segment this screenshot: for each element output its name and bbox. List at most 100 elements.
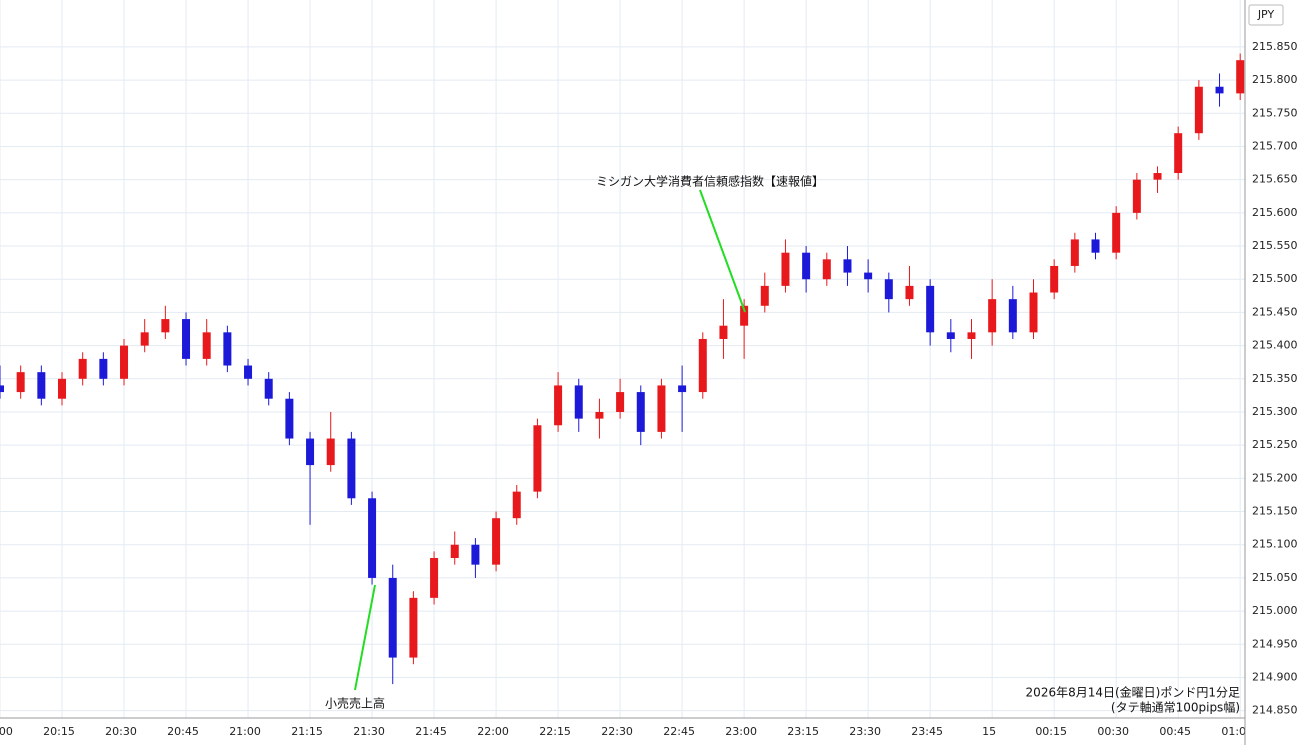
x-tick-label: 22:00 bbox=[477, 725, 509, 738]
candle-body bbox=[1091, 239, 1100, 253]
x-tick-label: 23:00 bbox=[725, 725, 757, 738]
y-tick-label: 215.600 bbox=[1252, 206, 1298, 219]
candle-body bbox=[905, 285, 914, 300]
y-tick-label: 215.350 bbox=[1252, 372, 1298, 385]
x-tick-label: 22:30 bbox=[601, 725, 633, 738]
x-tick-label: 00:15 bbox=[1035, 725, 1067, 738]
candle-body bbox=[946, 332, 955, 339]
x-tick-label: 21:00 bbox=[229, 725, 261, 738]
annotation: 小売売上高 bbox=[325, 696, 385, 711]
y-tick-label: 215.800 bbox=[1252, 73, 1298, 86]
x-tick-label: 00:45 bbox=[1159, 725, 1191, 738]
y-tick-label: 215.200 bbox=[1252, 471, 1298, 484]
candle-body bbox=[182, 319, 191, 359]
currency-label: JPY bbox=[1257, 8, 1275, 21]
candle-body bbox=[223, 332, 232, 366]
candle-body bbox=[1174, 133, 1183, 174]
y-tick-label: 215.300 bbox=[1252, 405, 1298, 418]
x-tick-label: 23:15 bbox=[787, 725, 819, 738]
candle-body bbox=[264, 378, 273, 399]
candle-body bbox=[161, 319, 170, 333]
candle-body bbox=[781, 252, 790, 286]
candle-body bbox=[99, 358, 108, 379]
candle-body bbox=[574, 385, 583, 419]
candle-body bbox=[1029, 292, 1038, 333]
x-tick-label: 23:45 bbox=[911, 725, 943, 738]
candle-body bbox=[471, 544, 480, 565]
x-tick-label: 00:30 bbox=[1097, 725, 1129, 738]
x-tick-label: 20:30 bbox=[105, 725, 137, 738]
annotation: ミシガン大学消費者信頼感指数【速報値】 bbox=[596, 174, 824, 189]
candle-body bbox=[58, 378, 67, 399]
candle-body bbox=[388, 577, 397, 658]
candle-body bbox=[78, 358, 87, 379]
x-tick-label: 01:00 bbox=[1221, 725, 1253, 738]
x-tick-label: 22:45 bbox=[663, 725, 695, 738]
y-tick-label: 215.450 bbox=[1252, 305, 1298, 318]
x-tick-label: 15 bbox=[982, 725, 996, 738]
candle-body bbox=[244, 365, 253, 379]
candle-body bbox=[636, 392, 645, 432]
candle-body bbox=[347, 438, 356, 499]
candle-body bbox=[760, 285, 769, 306]
x-tick-label: 23:30 bbox=[849, 725, 881, 738]
candle-body bbox=[740, 305, 749, 326]
candle-body bbox=[1215, 86, 1224, 94]
candle-body bbox=[678, 385, 687, 393]
candle-body bbox=[554, 385, 563, 426]
candle-body bbox=[492, 518, 501, 565]
candle-body bbox=[430, 558, 439, 598]
candle-body bbox=[1008, 299, 1017, 333]
x-tick-label: 21:45 bbox=[415, 725, 447, 738]
candle-body bbox=[1153, 173, 1162, 180]
candle-body bbox=[120, 345, 129, 379]
y-tick-label: 214.900 bbox=[1252, 670, 1298, 683]
x-tick-label: 20:00 bbox=[0, 725, 13, 738]
y-tick-label: 215.650 bbox=[1252, 173, 1298, 186]
y-tick-label: 215.550 bbox=[1252, 239, 1298, 252]
candle-body bbox=[16, 372, 25, 393]
candle-body bbox=[409, 597, 418, 658]
candle-body bbox=[533, 425, 542, 492]
candle-body bbox=[0, 385, 4, 393]
candle-body bbox=[843, 259, 852, 273]
y-tick-label: 215.050 bbox=[1252, 571, 1298, 584]
candle-body bbox=[512, 491, 521, 519]
chart-note: 2026年8月14日(金曜日)ポンド円1分足 bbox=[1026, 685, 1240, 700]
candle-body bbox=[450, 544, 459, 559]
y-tick-label: 215.150 bbox=[1252, 505, 1298, 518]
candle-body bbox=[967, 332, 976, 339]
candle-body bbox=[822, 259, 831, 280]
candle-body bbox=[306, 438, 315, 466]
candle-body bbox=[988, 299, 997, 333]
candle-body bbox=[326, 438, 335, 466]
chart-note: (タテ軸通常100pips幅) bbox=[1111, 700, 1240, 715]
x-tick-label: 20:15 bbox=[43, 725, 75, 738]
y-tick-label: 215.850 bbox=[1252, 40, 1298, 53]
x-tick-label: 20:45 bbox=[167, 725, 199, 738]
grid bbox=[0, 0, 1245, 718]
candle-body bbox=[140, 332, 149, 346]
y-tick-label: 215.400 bbox=[1252, 339, 1298, 352]
y-tick-label: 215.750 bbox=[1252, 106, 1298, 119]
candle-body bbox=[926, 285, 935, 333]
candles bbox=[0, 53, 1245, 685]
y-tick-label: 215.250 bbox=[1252, 438, 1298, 451]
candle-body bbox=[864, 272, 873, 280]
annotation-line bbox=[354, 584, 376, 691]
y-tick-label: 214.850 bbox=[1252, 704, 1298, 717]
annotation-line bbox=[699, 189, 746, 313]
candle-body bbox=[595, 411, 604, 419]
y-tick-label: 215.700 bbox=[1252, 139, 1298, 152]
candle-body bbox=[698, 338, 707, 393]
candle-body bbox=[1132, 179, 1141, 213]
currency-box bbox=[1248, 4, 1284, 26]
x-tick-label: 21:30 bbox=[353, 725, 385, 738]
candle-body bbox=[1070, 239, 1079, 266]
candle-body bbox=[37, 372, 46, 399]
candle-body bbox=[1236, 60, 1245, 94]
y-tick-label: 215.100 bbox=[1252, 538, 1298, 551]
x-tick-label: 21:15 bbox=[291, 725, 323, 738]
candle-body bbox=[1050, 265, 1059, 293]
